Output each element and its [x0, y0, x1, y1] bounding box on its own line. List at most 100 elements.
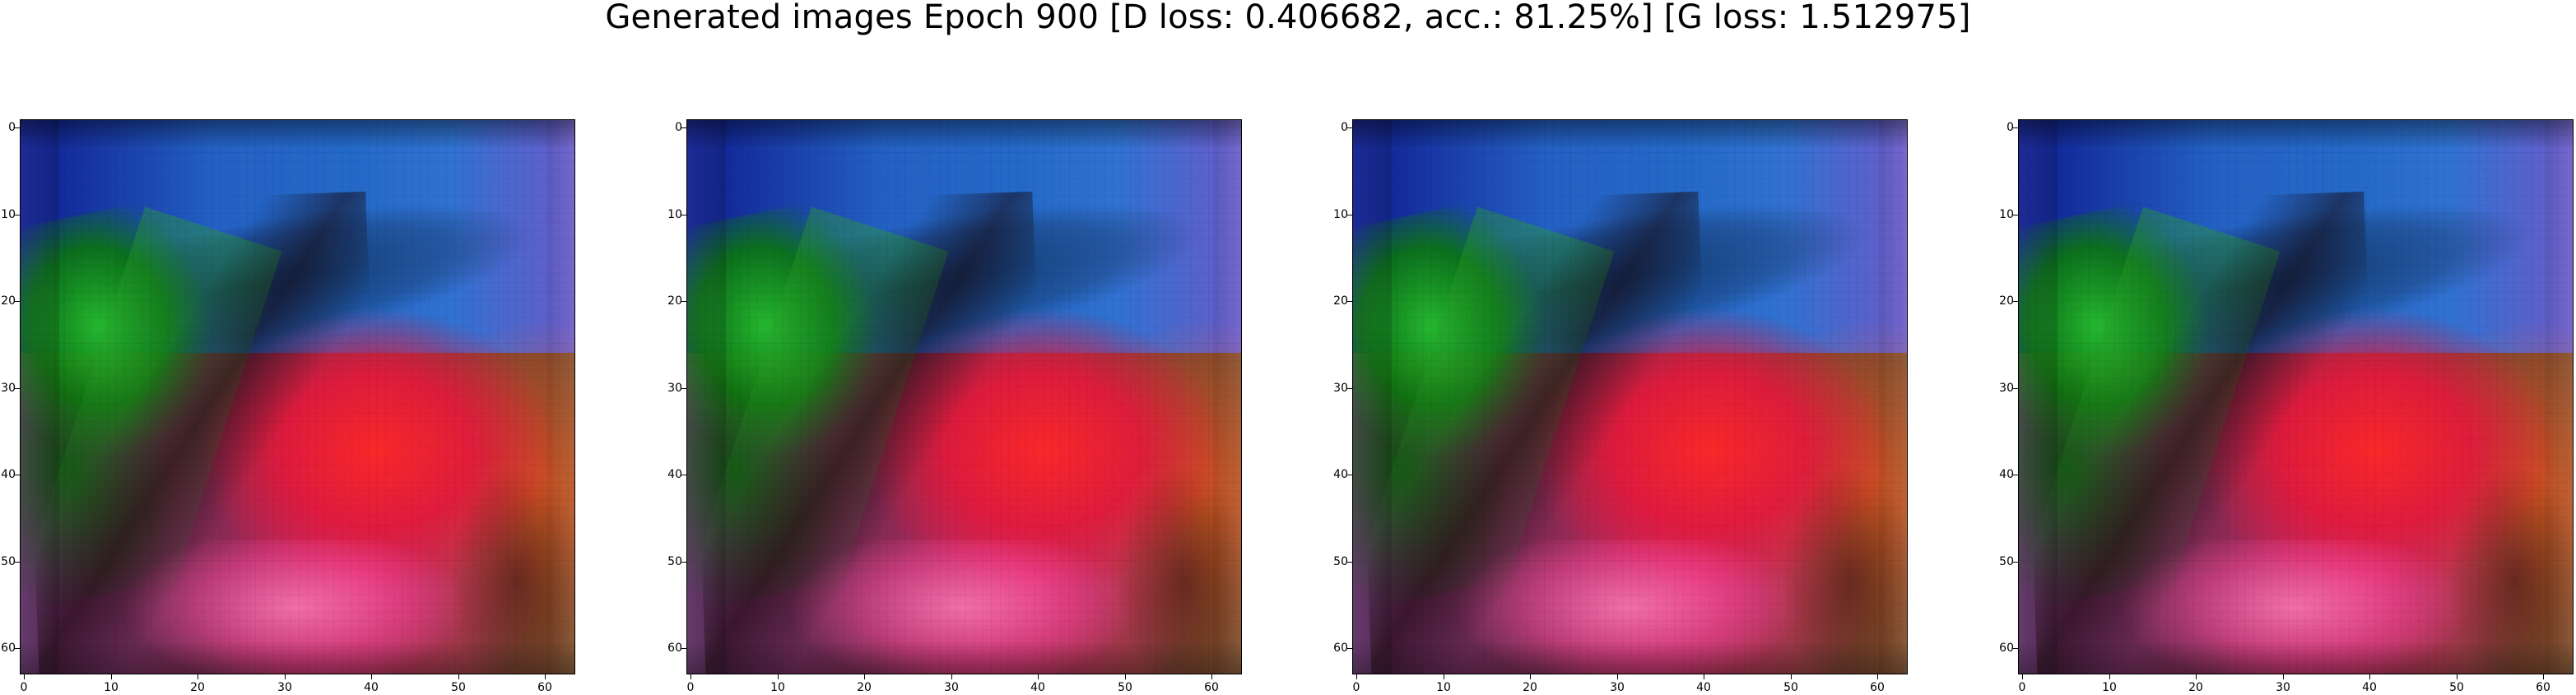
pixel-grid-overlay — [2019, 120, 2573, 674]
figure-title: Generated images Epoch 900 [D loss: 0.40… — [605, 0, 1971, 36]
y-tick-label: 50 — [1333, 555, 1348, 568]
image-frame-bottom — [21, 640, 574, 674]
y-tick-label: 10 — [1999, 208, 2014, 221]
x-tick-label: 30 — [277, 681, 292, 694]
x-tickmark — [2022, 674, 2023, 679]
generated-image-panel-1: 0 10 20 30 40 50 60 0 10 20 30 40 50 60 — [1, 119, 575, 693]
y-tick-label: 50 — [1999, 555, 2014, 568]
y-tick-label: 40 — [1, 468, 16, 481]
x-tick-label: 10 — [104, 681, 119, 694]
y-tick-label: 0 — [675, 121, 682, 134]
generated-image-panel-2: 0 10 20 30 40 50 60 0 10 20 30 40 50 60 — [667, 119, 1242, 693]
x-tick-label: 60 — [1204, 681, 1219, 694]
x-tick-label: 50 — [2449, 681, 2464, 694]
x-tick-label: 20 — [2188, 681, 2203, 694]
y-tick-label: 0 — [1341, 121, 1348, 134]
x-tickmark — [1038, 674, 1039, 679]
x-tick-label: 40 — [1696, 681, 1711, 694]
image-frame-bottom — [1353, 640, 1907, 674]
x-tick-label: 50 — [1118, 681, 1132, 694]
x-tickmark — [2109, 674, 2110, 679]
x-tickmark — [1877, 674, 1878, 679]
image-region-dark-br — [1086, 441, 1241, 674]
y-tick-label: 0 — [8, 121, 16, 134]
x-tickmark — [2196, 674, 2197, 679]
image-frame — [2018, 119, 2574, 674]
x-tick-label: 20 — [1523, 681, 1537, 694]
x-tick-label: 0 — [20, 681, 28, 694]
y-tick-label: 40 — [1333, 468, 1348, 481]
y-tick-label: 50 — [667, 555, 682, 568]
y-tick-label: 30 — [1, 382, 16, 395]
x-tickmark — [1617, 674, 1618, 679]
image-region-dark-br — [1751, 441, 1907, 674]
x-tickmark — [1211, 674, 1212, 679]
image-frame-left — [2019, 120, 2058, 674]
x-tickmark — [690, 674, 691, 679]
image-frame-top — [21, 120, 574, 148]
x-tickmark — [2543, 674, 2544, 679]
x-tickmark — [545, 674, 546, 679]
image-frame — [20, 119, 575, 674]
y-tick-label: 60 — [667, 642, 682, 655]
y-tick-label: 20 — [667, 294, 682, 308]
y-tick-label: 60 — [1333, 642, 1348, 655]
x-tick-label: 60 — [537, 681, 552, 694]
pixel-grid-overlay — [21, 120, 574, 674]
image-frame-top — [2019, 120, 2573, 148]
x-tick-label: 0 — [1352, 681, 1360, 694]
image-frame-left — [21, 120, 60, 674]
pixel-grid-overlay — [687, 120, 1241, 674]
image-frame — [1352, 119, 1908, 674]
x-tickmark — [1791, 674, 1792, 679]
x-tickmark — [285, 674, 286, 679]
x-tick-label: 40 — [364, 681, 379, 694]
image-frame — [686, 119, 1242, 674]
y-tick-label: 20 — [1333, 294, 1348, 308]
y-tick-label: 50 — [1, 555, 16, 568]
x-tickmark — [864, 674, 865, 679]
y-tick-label: 20 — [1999, 294, 2014, 308]
y-tick-label: 30 — [1333, 382, 1348, 395]
generated-image — [687, 120, 1241, 674]
x-tick-label: 0 — [2018, 681, 2026, 694]
image-frame-left — [687, 120, 727, 674]
x-tick-label: 30 — [2276, 681, 2290, 694]
image-frame-right — [1213, 120, 1241, 674]
x-tick-label: 60 — [2536, 681, 2550, 694]
y-tick-label: 60 — [1999, 642, 2014, 655]
x-tick-label: 30 — [1610, 681, 1625, 694]
x-tickmark — [1356, 674, 1357, 679]
x-tickmark — [2369, 674, 2370, 679]
x-tickmark — [778, 674, 779, 679]
generated-image — [2019, 120, 2573, 674]
y-tick-label: 30 — [667, 382, 682, 395]
image-frame-top — [687, 120, 1241, 148]
y-tick-label: 30 — [1999, 382, 2014, 395]
x-tickmark — [1530, 674, 1531, 679]
pixel-grid-overlay — [1353, 120, 1907, 674]
generated-image-panel-3: 0 10 20 30 40 50 60 0 10 20 30 40 50 60 — [1333, 119, 1908, 693]
y-tick-label: 10 — [1, 208, 16, 221]
generated-image-panel-4: 0 10 20 30 40 50 60 0 10 20 30 40 50 60 — [1999, 119, 2574, 693]
x-tick-label: 40 — [2362, 681, 2377, 694]
image-frame-top — [1353, 120, 1907, 148]
image-frame-bottom — [2019, 640, 2573, 674]
x-tick-label: 40 — [1030, 681, 1045, 694]
y-tick-label: 10 — [1333, 208, 1348, 221]
image-frame-bottom — [687, 640, 1241, 674]
generated-image — [1353, 120, 1907, 674]
x-tick-label: 50 — [451, 681, 466, 694]
x-tick-label: 60 — [1870, 681, 1885, 694]
x-tick-label: 10 — [2102, 681, 2117, 694]
image-region-dark-br — [2417, 441, 2573, 674]
x-tick-label: 10 — [770, 681, 785, 694]
x-tick-label: 0 — [686, 681, 695, 694]
x-tick-label: 10 — [1436, 681, 1451, 694]
y-tick-label: 40 — [667, 468, 682, 481]
x-tickmark — [24, 674, 25, 679]
x-tickmark — [111, 674, 112, 679]
image-frame-right — [1879, 120, 1907, 674]
y-tick-label: 20 — [1, 294, 16, 308]
x-tick-label: 20 — [857, 681, 872, 694]
